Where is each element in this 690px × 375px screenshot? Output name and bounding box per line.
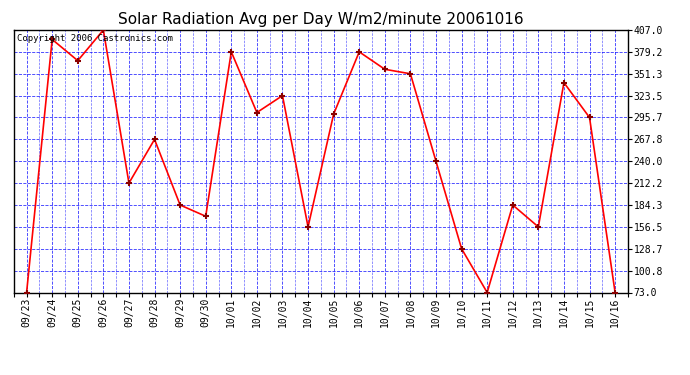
Text: Copyright 2006 Castronics.com: Copyright 2006 Castronics.com [17,34,172,43]
Title: Solar Radiation Avg per Day W/m2/minute 20061016: Solar Radiation Avg per Day W/m2/minute … [118,12,524,27]
